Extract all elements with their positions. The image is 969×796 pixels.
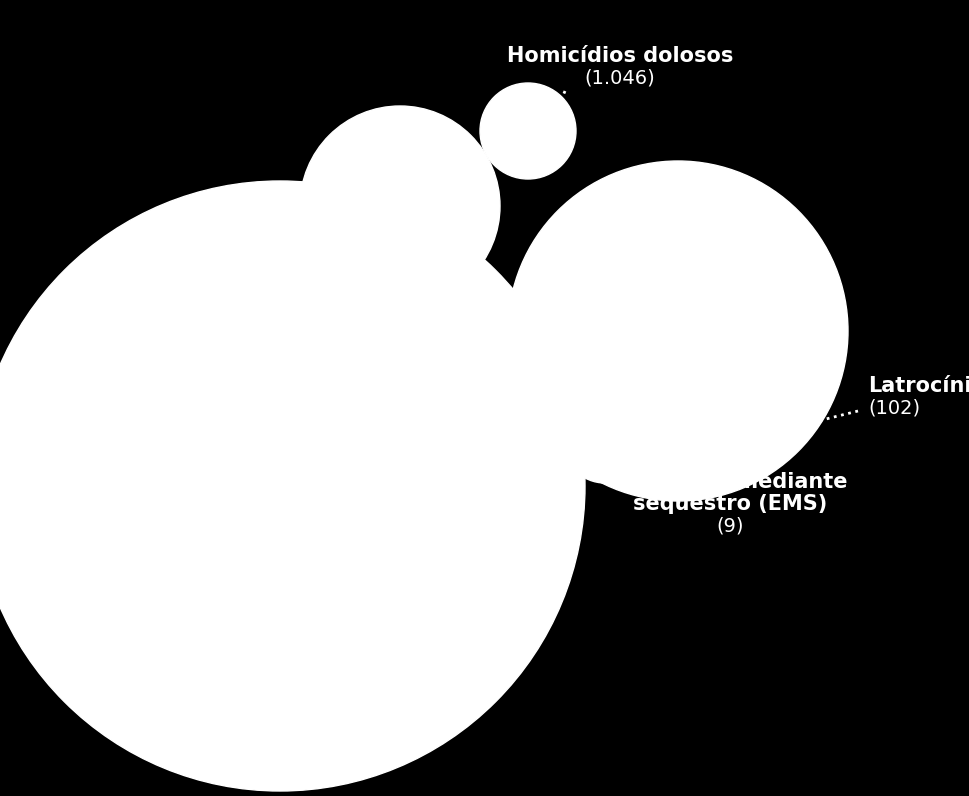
Text: (9): (9) xyxy=(715,517,743,536)
Text: (3.173): (3.173) xyxy=(140,561,210,580)
Circle shape xyxy=(299,106,499,306)
Text: sequestro (EMS): sequestro (EMS) xyxy=(632,494,827,514)
Circle shape xyxy=(542,408,597,464)
Text: Latrocínios: Latrocínios xyxy=(867,376,969,396)
Circle shape xyxy=(480,83,576,179)
Circle shape xyxy=(508,161,847,501)
Text: Homicídios dolosos: Homicídios dolosos xyxy=(506,46,733,66)
Circle shape xyxy=(562,399,646,483)
Text: (102): (102) xyxy=(867,399,920,417)
Text: Estupros: Estupros xyxy=(140,539,243,559)
Text: Extorsões mediante: Extorsões mediante xyxy=(612,472,846,492)
Circle shape xyxy=(0,181,584,791)
Text: (1.046): (1.046) xyxy=(584,68,655,88)
